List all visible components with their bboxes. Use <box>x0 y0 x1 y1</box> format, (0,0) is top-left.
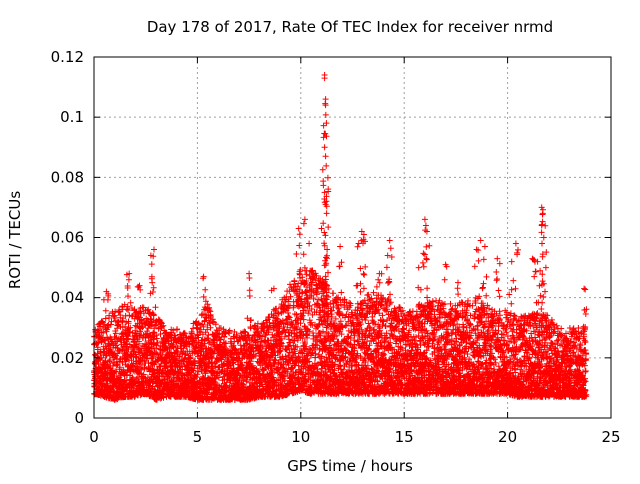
y-tick-label-2: 0.04 <box>51 289 84 307</box>
y-tick-label-4: 0.08 <box>51 168 84 186</box>
plot-frame <box>93 56 612 419</box>
y-tick-label-1: 0.02 <box>51 349 84 367</box>
x-tick-label-4: 20 <box>498 428 517 446</box>
plot-border <box>93 56 612 419</box>
tick-labels: 0 5 10 15 20 25 0 0.02 0.04 0.06 0.08 0.1 0.12 <box>51 48 621 446</box>
x-tick-label-3: 15 <box>395 428 414 446</box>
x-tick-label-1: 5 <box>193 428 203 446</box>
x-tick-label-5: 25 <box>601 428 620 446</box>
y-tick-label-6: 0.12 <box>51 48 84 66</box>
chart-title: Day 178 of 2017, Rate Of TEC Index for r… <box>147 18 553 36</box>
x-tick-label-2: 10 <box>291 428 310 446</box>
y-tick-label-0: 0 <box>74 409 84 427</box>
x-axis-label: GPS time / hours <box>287 457 413 475</box>
y-tick-label-5: 0.1 <box>60 108 84 126</box>
y-axis-label: ROTI / TECUs <box>6 191 24 289</box>
x-tick-label-0: 0 <box>89 428 99 446</box>
y-tick-label-3: 0.06 <box>51 229 84 247</box>
